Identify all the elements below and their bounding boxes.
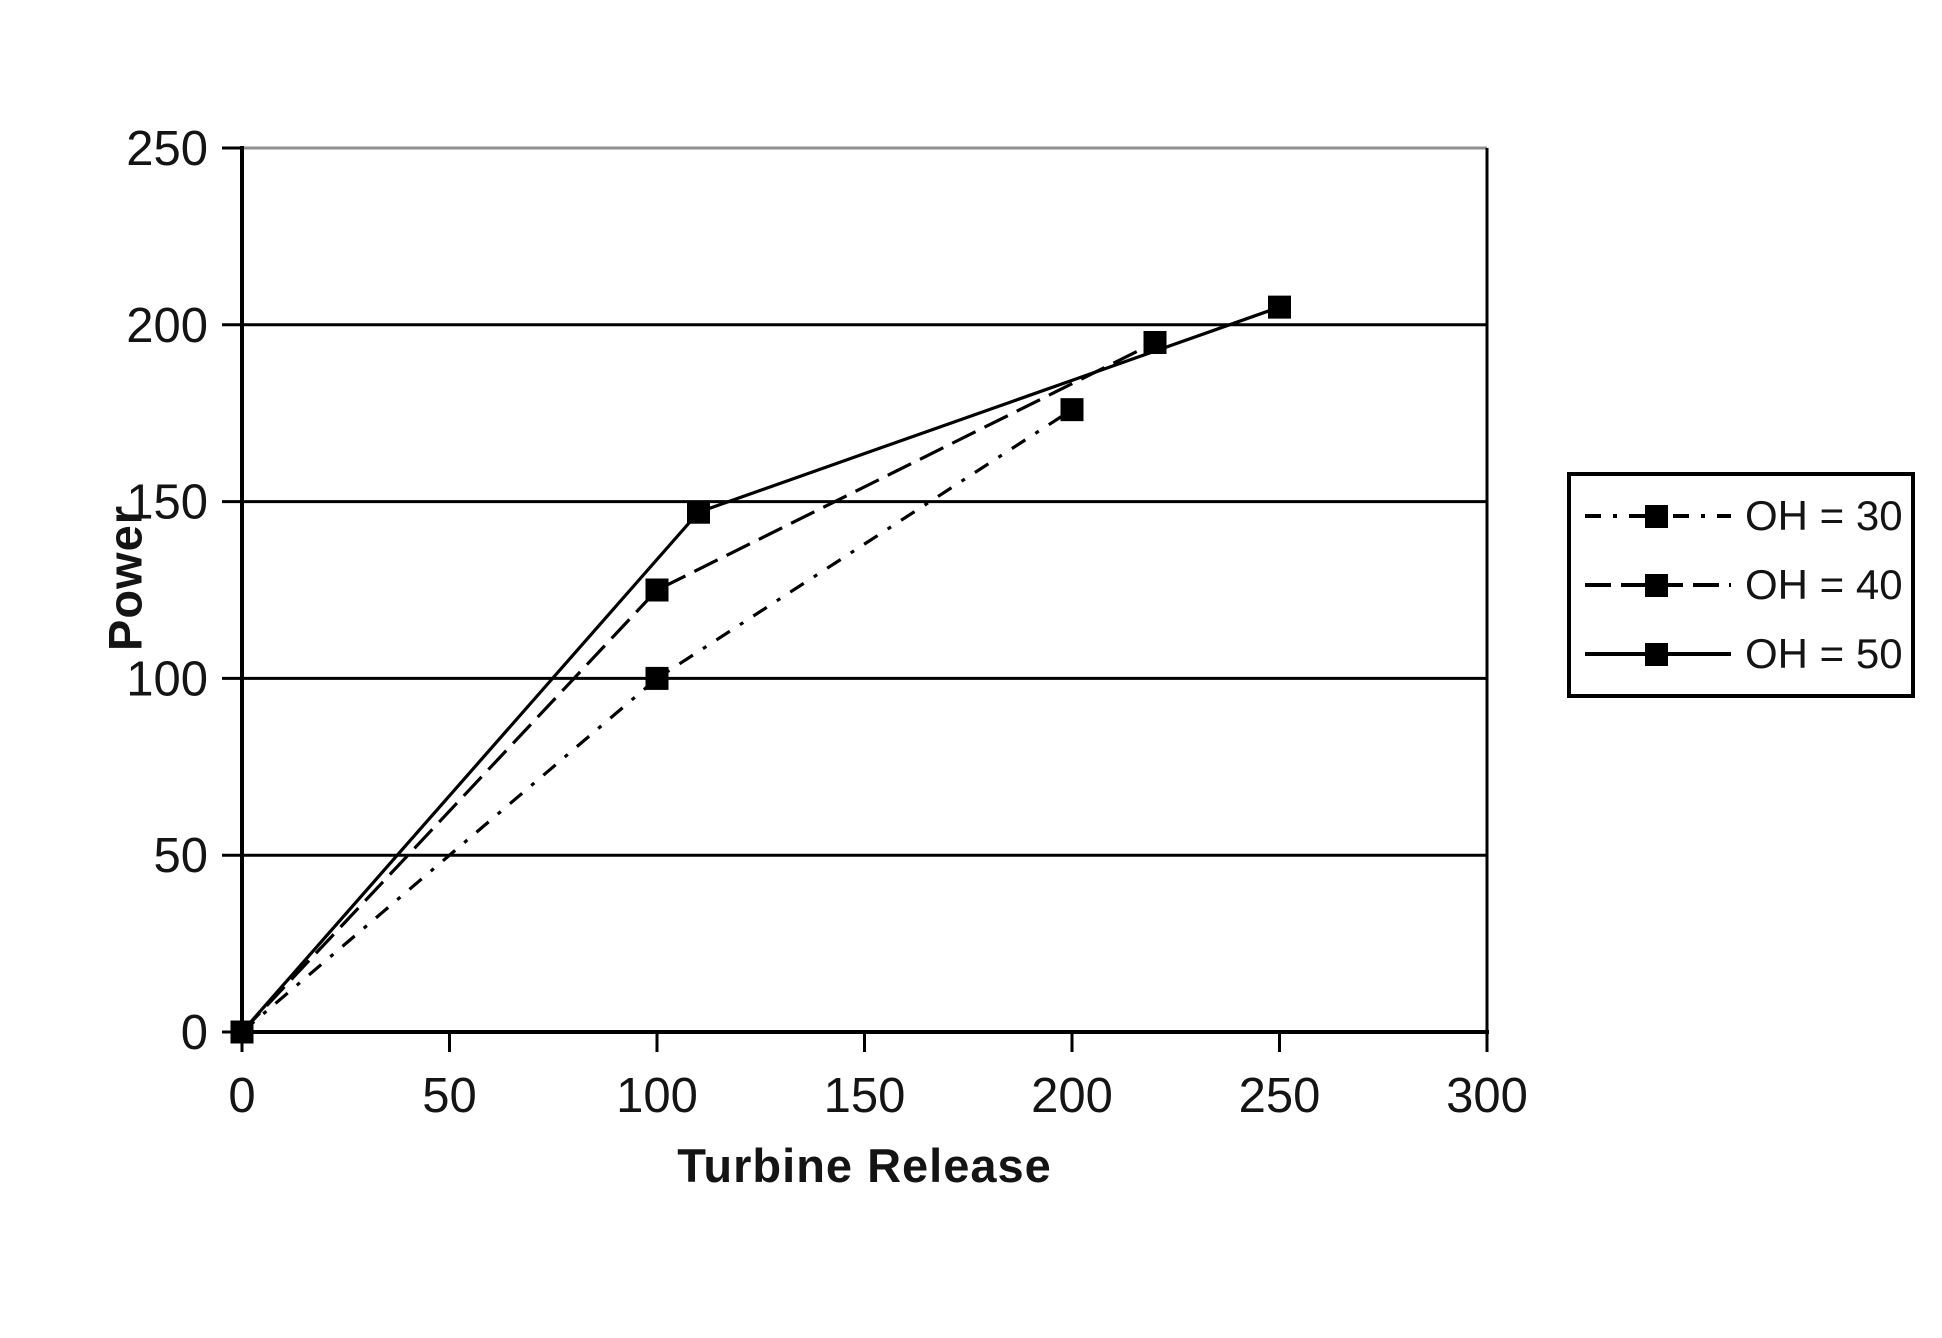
y-tick-label-250: 250	[126, 122, 208, 176]
legend-item-oh30: OH = 30	[1583, 492, 1911, 540]
data-point-marker-OH=40-100-125	[645, 578, 669, 602]
legend-line-sample-oh40	[1585, 573, 1731, 597]
legend: OH = 30 OH = 40 OH = 50	[1567, 472, 1915, 698]
series-line-OH=40	[240, 341, 1156, 1034]
square-marker-icon	[1645, 573, 1668, 597]
legend-label: OH = 30	[1745, 492, 1903, 540]
data-point-marker-OH=40-220-195	[1143, 330, 1167, 354]
x-tick-label-300: 300	[1446, 1069, 1528, 1123]
data-point-marker-OH=30-200-176	[1060, 398, 1084, 422]
square-marker-icon	[1645, 505, 1668, 529]
y-tick-label-150: 150	[126, 476, 208, 530]
legend-item-oh40: OH = 40	[1583, 561, 1911, 609]
y-tick-label-200: 200	[126, 299, 208, 353]
y-tick-label-100: 100	[126, 652, 208, 706]
legend-line-sample-oh30	[1585, 505, 1731, 529]
data-point-marker-OH=50-250-205	[1268, 295, 1291, 319]
data-point-marker-OH=50-0-0	[230, 1020, 254, 1044]
legend-item-oh50: OH = 50	[1583, 630, 1911, 678]
y-tick-label-50: 50	[153, 829, 208, 883]
x-tick-label-100: 100	[616, 1069, 698, 1123]
data-point-marker-OH=30-100-100	[645, 666, 669, 690]
series-line-OH=30	[240, 408, 1073, 1034]
x-tick-label-200: 200	[1031, 1069, 1113, 1123]
x-tick-label-0: 0	[228, 1069, 255, 1123]
x-tick-label-250: 250	[1239, 1069, 1321, 1123]
data-point-marker-OH=50-110-147	[687, 500, 710, 524]
legend-line-sample-oh50	[1585, 642, 1731, 666]
x-tick-label-150: 150	[824, 1069, 906, 1123]
x-tick-label-50: 50	[422, 1069, 477, 1123]
legend-label: OH = 50	[1745, 629, 1903, 677]
square-marker-icon	[1645, 642, 1668, 666]
x-axis-title: Turbine Release	[677, 1139, 1052, 1192]
y-tick-label-0: 0	[181, 1006, 208, 1060]
series-line-OH=50	[240, 305, 1281, 1034]
legend-label: OH = 40	[1745, 560, 1903, 608]
y-axis-title: Power	[98, 504, 152, 652]
